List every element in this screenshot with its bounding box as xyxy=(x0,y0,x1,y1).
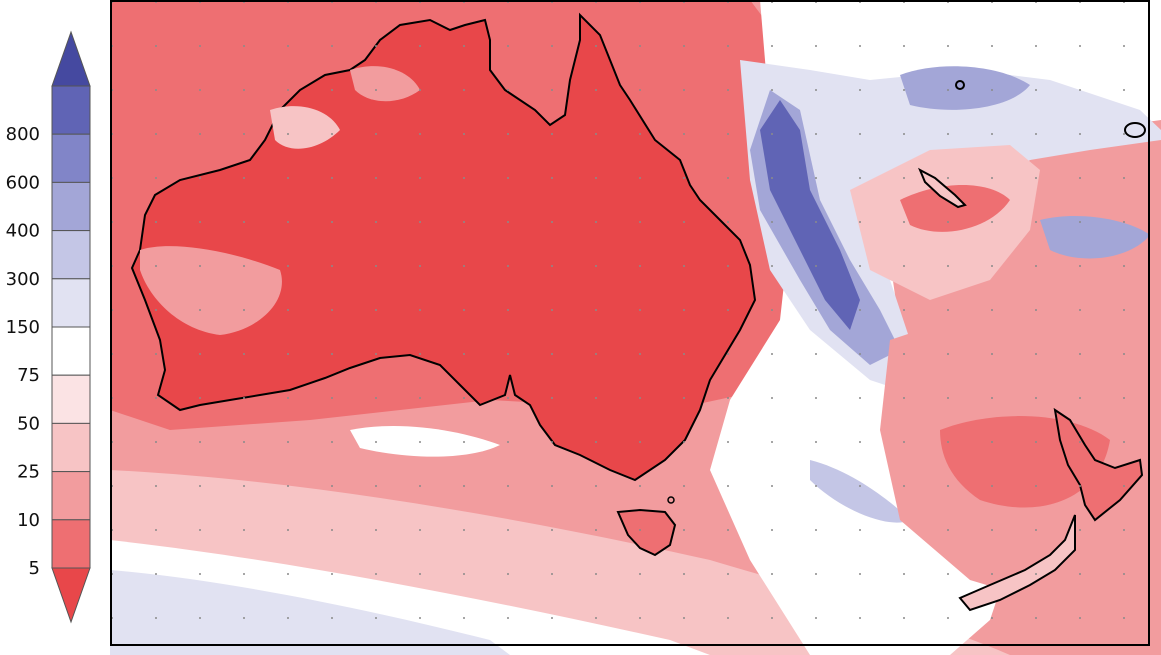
colorbar-segment xyxy=(51,85,91,135)
map-panel xyxy=(110,0,1161,655)
colorbar-tick-label: 400 xyxy=(6,221,40,242)
colorbar-tick-label: 300 xyxy=(6,269,40,290)
colorbar: 5 10 25 50 75 150 300 400 600 800 xyxy=(6,30,91,624)
colorbar-tick-label: 75 xyxy=(17,365,40,386)
colorbar-segment xyxy=(51,230,91,280)
colorbar-segment xyxy=(51,422,91,473)
colorbar-segment xyxy=(51,181,91,232)
colorbar-tick-label: 150 xyxy=(6,317,40,338)
colorbar-segment xyxy=(51,519,91,569)
colorbar-segment xyxy=(51,471,91,521)
map-frame xyxy=(110,0,1150,646)
colorbar-arrow-bottom xyxy=(51,567,91,624)
colorbar-tick-label: 50 xyxy=(17,413,40,434)
colorbar-tick-label: 800 xyxy=(6,124,40,145)
colorbar-tick-label: 600 xyxy=(6,172,40,193)
colorbar-segment xyxy=(51,133,91,183)
graticule xyxy=(110,0,1161,655)
colorbar-arrow-top xyxy=(51,30,91,87)
colorbar-tick-label: 10 xyxy=(17,510,40,531)
colorbar-segment xyxy=(51,326,91,376)
colorbar-tick-label: 25 xyxy=(17,462,40,483)
colorbar-segment xyxy=(51,278,91,328)
colorbar-tick-label: 5 xyxy=(29,558,40,579)
colorbar-segment xyxy=(51,374,91,424)
